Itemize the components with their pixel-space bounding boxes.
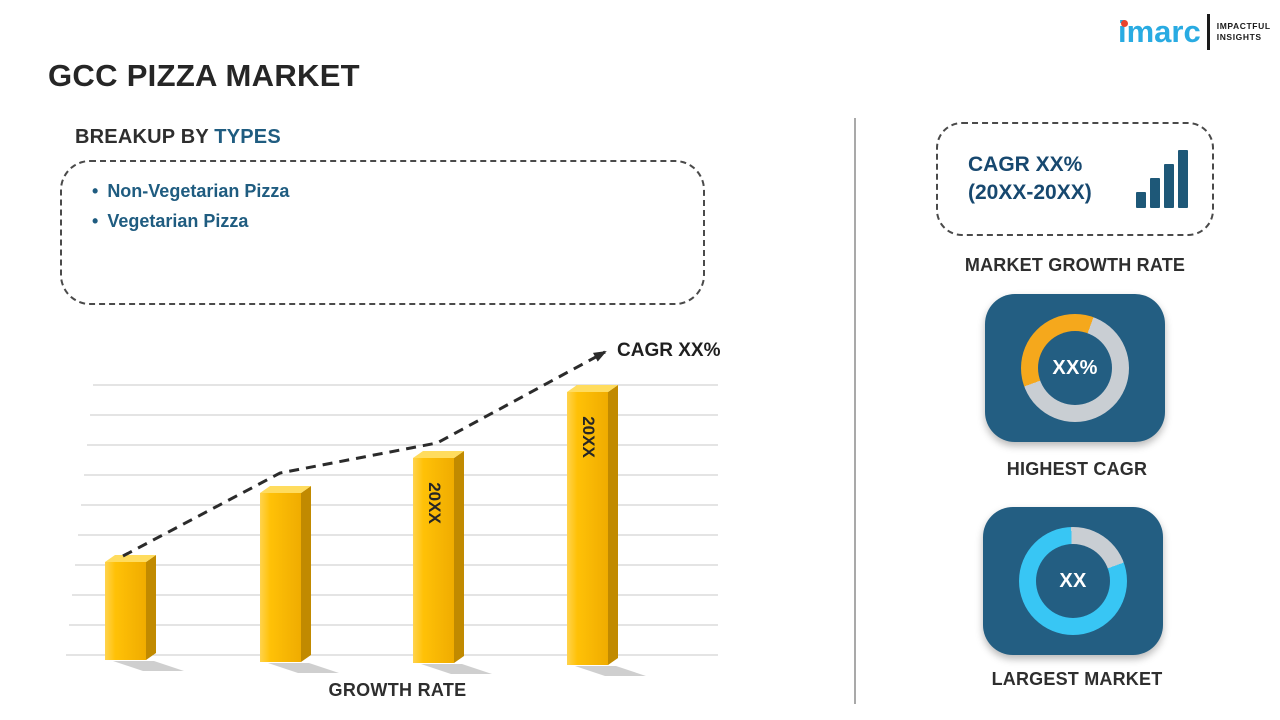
market-growth-rate-label: MARKET GROWTH RATE <box>964 255 1186 275</box>
bullet-icon: • <box>92 181 99 201</box>
largest-market-donut-ring: XX <box>1019 527 1127 635</box>
svg-text:20XX: 20XX <box>579 416 598 458</box>
list-item: • Non-Vegetarian Pizza <box>92 176 703 206</box>
largest-market-label: LARGEST MARKET <box>991 669 1163 689</box>
svg-text:20XX: 20XX <box>425 482 444 524</box>
type-label: Vegetarian Pizza <box>107 211 249 231</box>
imarc-logo-red-dot-icon <box>1121 20 1128 27</box>
largest-market-value: XX <box>1059 569 1087 592</box>
growth-bar-chart: 20XX 20XX <box>66 350 718 676</box>
logo-tagline-line2: INSIGHTS <box>1216 32 1262 42</box>
breakup-heading: BREAKUP BY TYPES <box>75 126 281 149</box>
imarc-logo-brand: imarc <box>1118 14 1201 50</box>
highest-cagr-value: XX% <box>1052 356 1098 379</box>
bar-chart-icon <box>1136 150 1188 208</box>
type-label: Non-Vegetarian Pizza <box>107 181 290 201</box>
cagr-period: (20XX-20XX) <box>968 181 1092 204</box>
highest-cagr-donut-ring: XX% <box>1021 314 1129 422</box>
largest-market-tile: XX <box>983 507 1163 655</box>
breakup-heading-highlight: TYPES <box>214 126 281 148</box>
logo-tagline: IMPACTFUL INSIGHTS <box>1217 21 1271 43</box>
imarc-logo: imarc IMPACTFUL INSIGHTS <box>1118 14 1271 50</box>
cagr-trend-label: CAGR XX% <box>617 340 721 361</box>
bullet-icon: • <box>92 211 99 231</box>
cagr-summary-box: CAGR XX% (20XX-20XX) <box>936 122 1214 236</box>
list-item: • Vegetarian Pizza <box>92 206 703 236</box>
chart-x-axis-label: GROWTH RATE <box>328 680 467 700</box>
cagr-summary-text: CAGR XX% (20XX-20XX) <box>968 151 1092 208</box>
section-divider <box>854 118 856 704</box>
highest-cagr-donut-center: XX% <box>1038 331 1112 405</box>
types-list-box: • Non-Vegetarian Pizza • Vegetarian Pizz… <box>60 160 705 305</box>
cagr-value: CAGR XX% <box>968 152 1083 176</box>
page-title: GCC PIZZA MARKET <box>48 58 360 93</box>
highest-cagr-tile: XX% <box>985 294 1165 442</box>
logo-divider <box>1206 14 1210 50</box>
imarc-logo-text: imarc <box>1118 14 1201 49</box>
logo-tagline-line1: IMPACTFUL <box>1216 20 1271 31</box>
breakup-heading-prefix: BREAKUP BY <box>75 126 215 148</box>
largest-market-donut-center: XX <box>1036 544 1110 618</box>
highest-cagr-label: HIGHEST CAGR <box>1006 459 1148 479</box>
